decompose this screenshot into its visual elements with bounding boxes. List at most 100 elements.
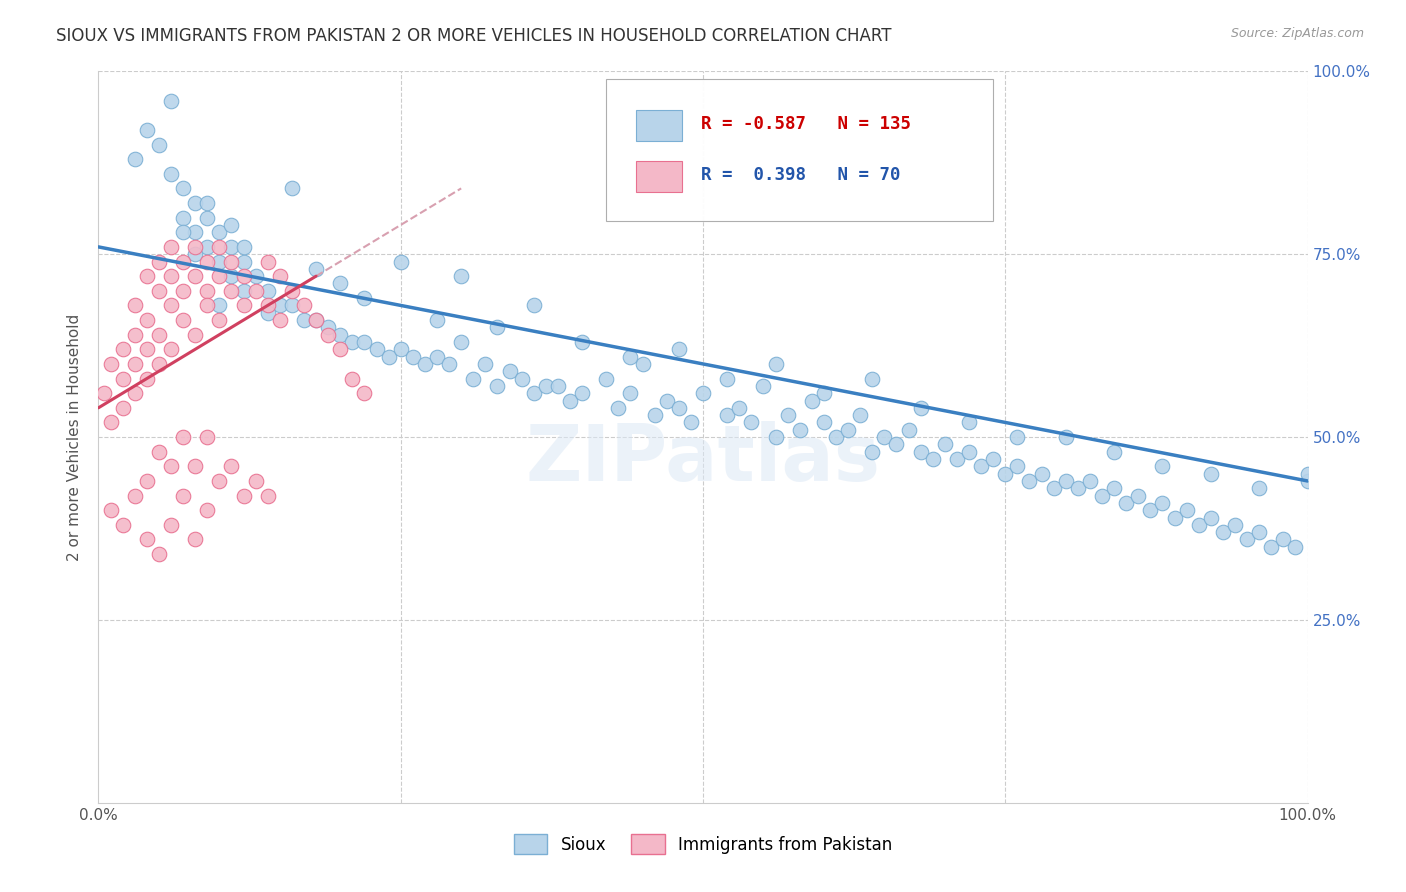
Point — [160, 343, 183, 357]
Point — [195, 211, 218, 225]
Point — [124, 327, 146, 342]
Point — [897, 423, 920, 437]
Point — [558, 393, 581, 408]
Point — [195, 196, 218, 211]
Point — [981, 452, 1004, 467]
Point — [160, 459, 183, 474]
Point — [232, 489, 254, 503]
Point — [148, 327, 170, 342]
FancyBboxPatch shape — [606, 78, 993, 221]
Point — [221, 240, 243, 254]
Point — [474, 357, 496, 371]
Point — [800, 393, 823, 408]
Point — [946, 452, 969, 467]
Point — [184, 459, 207, 474]
Point — [221, 254, 243, 268]
Point — [232, 284, 254, 298]
Point — [329, 277, 352, 291]
Point — [208, 313, 231, 327]
Point — [789, 423, 811, 437]
Point — [160, 517, 183, 532]
Point — [716, 408, 738, 422]
Point — [957, 416, 980, 430]
Point — [111, 343, 134, 357]
Point — [184, 327, 207, 342]
Point — [342, 334, 364, 349]
Point — [752, 379, 775, 393]
Bar — [637, 161, 682, 192]
Point — [221, 459, 243, 474]
Point — [547, 379, 569, 393]
Point — [837, 423, 859, 437]
Point — [184, 269, 207, 284]
Point — [776, 408, 799, 422]
Point — [571, 386, 593, 401]
Point — [728, 401, 751, 415]
Point — [510, 371, 533, 385]
Point — [221, 284, 243, 298]
Point — [692, 386, 714, 401]
Point — [813, 416, 835, 430]
Point — [135, 474, 157, 488]
Point — [619, 350, 641, 364]
Point — [970, 459, 993, 474]
Point — [342, 371, 364, 385]
Point — [957, 444, 980, 458]
Point — [292, 298, 315, 312]
Point — [463, 371, 485, 385]
Point — [631, 357, 654, 371]
Point — [269, 313, 291, 327]
Point — [269, 298, 291, 312]
Point — [184, 196, 207, 211]
Point — [124, 489, 146, 503]
Text: R = -0.587   N = 135: R = -0.587 N = 135 — [700, 115, 911, 133]
Point — [644, 408, 666, 422]
Point — [1091, 489, 1114, 503]
Point — [316, 320, 339, 334]
Point — [486, 379, 509, 393]
Text: Source: ZipAtlas.com: Source: ZipAtlas.com — [1230, 27, 1364, 40]
Point — [160, 167, 183, 181]
Point — [921, 452, 943, 467]
Point — [232, 269, 254, 284]
Text: ZIPatlas: ZIPatlas — [526, 421, 880, 497]
Point — [523, 386, 546, 401]
Point — [1054, 430, 1077, 444]
Point — [148, 284, 170, 298]
Point — [184, 247, 207, 261]
Point — [1249, 525, 1271, 540]
Point — [172, 313, 194, 327]
Point — [910, 444, 932, 458]
Point — [1163, 510, 1185, 524]
Point — [256, 254, 278, 268]
Point — [148, 357, 170, 371]
Point — [221, 218, 243, 232]
Point — [353, 291, 375, 305]
Point — [100, 503, 122, 517]
Point — [172, 430, 194, 444]
Point — [184, 533, 207, 547]
Point — [135, 343, 157, 357]
Point — [208, 254, 231, 268]
Point — [679, 416, 702, 430]
Point — [124, 298, 146, 312]
Point — [668, 343, 690, 357]
Point — [498, 364, 520, 378]
Point — [655, 393, 678, 408]
Point — [740, 416, 762, 430]
Point — [389, 343, 412, 357]
Text: SIOUX VS IMMIGRANTS FROM PAKISTAN 2 OR MORE VEHICLES IN HOUSEHOLD CORRELATION CH: SIOUX VS IMMIGRANTS FROM PAKISTAN 2 OR M… — [56, 27, 891, 45]
Point — [305, 261, 328, 276]
Point — [860, 371, 883, 385]
Point — [135, 313, 157, 327]
Point — [172, 489, 194, 503]
Point — [148, 444, 170, 458]
Point — [256, 306, 278, 320]
Point — [172, 254, 194, 268]
Point — [281, 284, 304, 298]
Point — [366, 343, 388, 357]
Point — [256, 284, 278, 298]
Point — [1249, 481, 1271, 495]
Point — [208, 474, 231, 488]
Point — [305, 313, 328, 327]
